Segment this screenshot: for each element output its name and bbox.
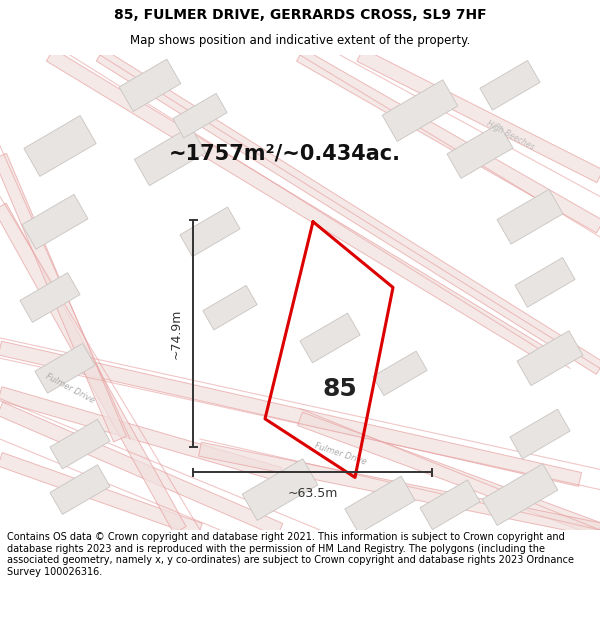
Polygon shape (22, 194, 88, 249)
Polygon shape (119, 59, 181, 111)
Polygon shape (300, 313, 360, 363)
Polygon shape (134, 126, 206, 186)
Text: 85, FULMER DRIVE, GERRARDS CROSS, SL9 7HF: 85, FULMER DRIVE, GERRARDS CROSS, SL9 7H… (113, 8, 487, 22)
Polygon shape (447, 124, 513, 178)
Polygon shape (382, 80, 458, 141)
Text: Fulmer Drive: Fulmer Drive (313, 442, 367, 467)
Text: Map shows position and indicative extent of the property.: Map shows position and indicative extent… (130, 34, 470, 47)
Polygon shape (173, 93, 227, 138)
Polygon shape (180, 207, 240, 257)
Polygon shape (357, 49, 600, 182)
Polygon shape (20, 272, 80, 322)
Text: High Beeches: High Beeches (485, 119, 535, 152)
Polygon shape (203, 286, 257, 330)
Polygon shape (0, 341, 581, 486)
Polygon shape (345, 476, 415, 533)
Polygon shape (420, 480, 480, 529)
Text: ~1757m²/~0.434ac.: ~1757m²/~0.434ac. (169, 143, 401, 163)
Polygon shape (480, 61, 540, 110)
Polygon shape (510, 409, 570, 459)
Polygon shape (298, 412, 600, 537)
Polygon shape (0, 153, 127, 442)
Text: ~74.9m: ~74.9m (170, 308, 183, 359)
Polygon shape (50, 465, 110, 514)
Text: 85: 85 (323, 376, 358, 401)
Polygon shape (497, 189, 563, 244)
Polygon shape (0, 387, 282, 481)
Polygon shape (517, 331, 583, 386)
Polygon shape (296, 49, 600, 233)
Text: ~63.5m: ~63.5m (287, 486, 338, 499)
Text: Fulmer Drive: Fulmer Drive (44, 372, 96, 405)
Polygon shape (0, 203, 186, 534)
Polygon shape (0, 402, 283, 536)
Polygon shape (35, 344, 95, 393)
Polygon shape (24, 116, 96, 176)
Polygon shape (515, 258, 575, 308)
Polygon shape (199, 442, 600, 537)
Text: Contains OS data © Crown copyright and database right 2021. This information is : Contains OS data © Crown copyright and d… (7, 532, 574, 577)
Polygon shape (373, 351, 427, 396)
Polygon shape (482, 464, 558, 526)
Polygon shape (242, 459, 318, 521)
Polygon shape (97, 49, 600, 374)
Polygon shape (0, 452, 202, 537)
Polygon shape (50, 419, 110, 469)
Polygon shape (46, 49, 554, 364)
